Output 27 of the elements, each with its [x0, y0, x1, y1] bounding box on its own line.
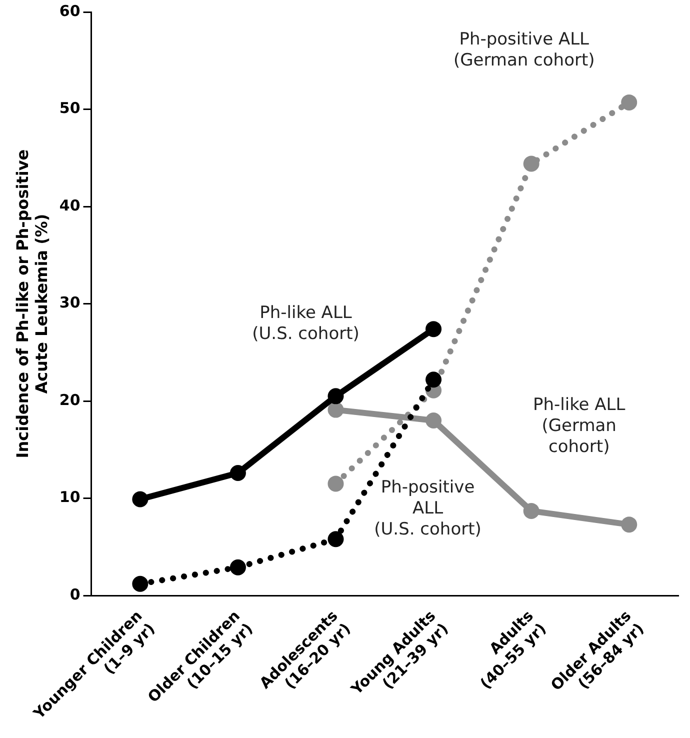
y-tick-label: 0 [70, 585, 80, 604]
point [328, 531, 344, 548]
point [230, 465, 246, 482]
point [328, 402, 344, 418]
point [132, 576, 148, 592]
point [523, 156, 540, 172]
point [426, 412, 442, 428]
point [621, 94, 638, 110]
y-tick-label: 50 [59, 99, 80, 118]
text: Ph-like ALL (German cohort) [532, 394, 626, 457]
point [328, 388, 344, 404]
point [621, 516, 638, 533]
text: Ph-positive ALL (German cohort) [453, 29, 595, 70]
point [426, 321, 442, 338]
y-tick-label: 10 [59, 488, 80, 506]
y-tick-label: 60 [59, 2, 80, 20]
series-label: Ph-positive ALL (U.S. cohort) [374, 478, 482, 540]
y-tick-label: 40 [59, 196, 80, 214]
y-tick-label: 30 [59, 294, 80, 312]
series-label: Ph-like ALL (U.S. cohort) [252, 303, 360, 344]
point [230, 559, 246, 576]
y-axis-title: Incidence of Ph-like or Ph-positive Acute Leukemia (%) [12, 149, 51, 458]
point [523, 502, 540, 519]
point [132, 491, 148, 508]
y-tick-label: 20 [59, 390, 80, 409]
point [426, 372, 442, 388]
point [328, 476, 344, 492]
